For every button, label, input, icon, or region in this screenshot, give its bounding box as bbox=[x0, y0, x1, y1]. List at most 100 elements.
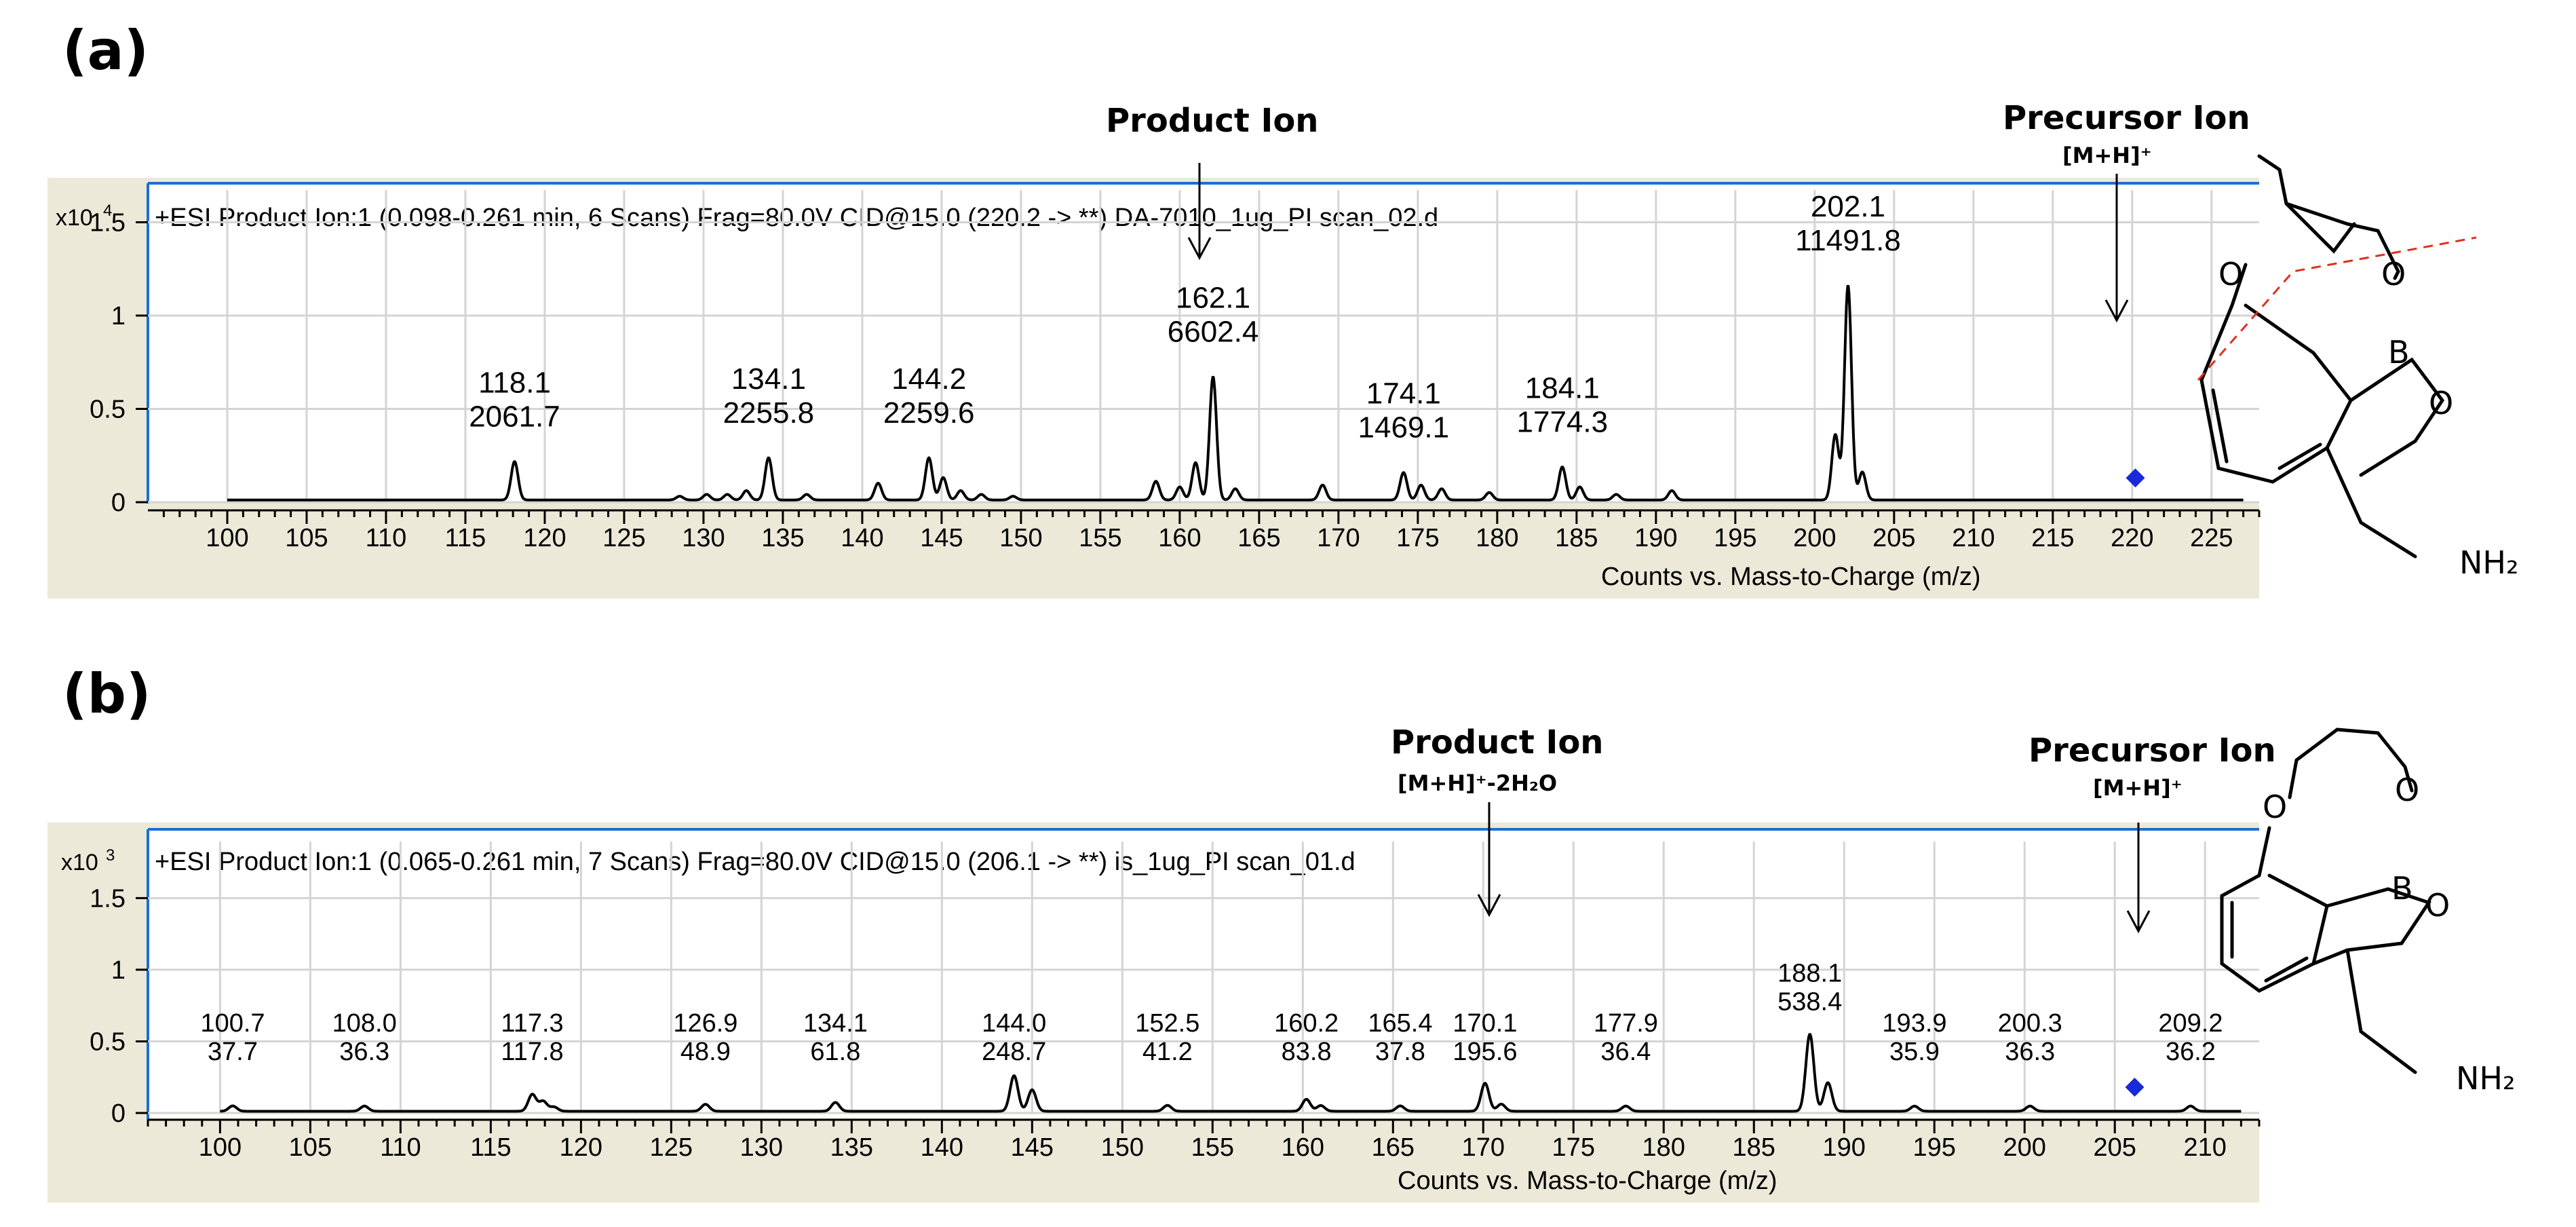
peak-count-label: 2259.6 bbox=[883, 396, 975, 430]
x-tick-label: 185 bbox=[1733, 1133, 1775, 1162]
peak-count-label: 48.9 bbox=[680, 1038, 731, 1066]
panel-b-structure: O O B O NH₂ bbox=[2220, 728, 2515, 1097]
peak-mz-label: 118.1 bbox=[478, 366, 551, 399]
peak-mz-label: 134.1 bbox=[731, 362, 806, 396]
x-tick-label: 175 bbox=[1552, 1133, 1595, 1162]
x-tick-label: 175 bbox=[1396, 524, 1439, 552]
panel-a-precursor-ion-arrowhead bbox=[2104, 299, 2129, 323]
x-tick-label: 100 bbox=[206, 524, 248, 552]
y-tick-label: 0 bbox=[111, 489, 126, 517]
peak-mz-label: 126.9 bbox=[673, 1009, 737, 1038]
x-tick-label: 190 bbox=[1634, 524, 1677, 552]
peak-count-label: 61.8 bbox=[810, 1038, 860, 1066]
x-tick-label: 210 bbox=[2184, 1133, 2227, 1162]
panel-a-precursor-ion-title: Precursor Ion bbox=[2003, 99, 2250, 137]
x-tick-label: 150 bbox=[1101, 1133, 1144, 1162]
x-tick-label: 105 bbox=[285, 524, 328, 552]
panel-a-structure: O O B O NH₂ bbox=[2197, 154, 2518, 581]
peak-count-label: 37.7 bbox=[208, 1038, 258, 1066]
peak-count-label: 37.8 bbox=[1375, 1038, 1425, 1066]
panel-b-structure-o2: O bbox=[2395, 772, 2419, 808]
peak-mz-label: 144.0 bbox=[982, 1009, 1046, 1038]
x-tick-label: 160 bbox=[1282, 1133, 1324, 1162]
panel-b-product-ion-arrowhead bbox=[1477, 894, 1501, 918]
x-tick-label: 130 bbox=[740, 1133, 783, 1162]
panel-a-plot-area bbox=[148, 183, 2259, 502]
peak-mz-label: 174.1 bbox=[1366, 377, 1441, 411]
panel-a-structure-nh2: NH₂ bbox=[2459, 544, 2518, 581]
x-tick-label: 195 bbox=[1714, 524, 1756, 552]
panel-b-structure-o1: O bbox=[2263, 789, 2287, 825]
panel-b: (b) x10 3 +ESI Product Ion:1 (0.065-0.26… bbox=[47, 662, 2515, 1203]
panel-b-precursor-marker bbox=[2125, 1078, 2145, 1097]
peak-count-label: 36.4 bbox=[1600, 1038, 1651, 1066]
peak-count-label: 36.3 bbox=[339, 1038, 389, 1066]
panel-b-scale-exp: 3 bbox=[106, 846, 115, 865]
panel-b-plot-area bbox=[148, 829, 2259, 1118]
x-tick-label: 210 bbox=[1952, 524, 1995, 552]
x-tick-label: 120 bbox=[523, 524, 566, 552]
x-tick-label: 135 bbox=[830, 1133, 873, 1162]
panel-b-spectrum-trace bbox=[219, 1033, 2242, 1113]
x-tick-label: 205 bbox=[2094, 1133, 2136, 1162]
x-tick-label: 100 bbox=[199, 1133, 242, 1162]
panel-b-structure-nh2: NH₂ bbox=[2456, 1060, 2515, 1097]
panel-a-structure-o1: O bbox=[2218, 256, 2243, 292]
x-tick-label: 195 bbox=[1913, 1133, 1956, 1162]
x-tick-label: 145 bbox=[1011, 1133, 1054, 1162]
peak-mz-label: 108.0 bbox=[332, 1009, 397, 1038]
y-tick-label: 1.5 bbox=[90, 884, 126, 913]
peak-count-label: 35.9 bbox=[1889, 1038, 1940, 1066]
x-tick-label: 110 bbox=[380, 1133, 421, 1162]
x-tick-label: 220 bbox=[2111, 524, 2153, 552]
peak-count-label: 248.7 bbox=[982, 1038, 1046, 1066]
panel-b-structure-b: B bbox=[2391, 870, 2413, 907]
panel-a-scale-exp: 4 bbox=[103, 202, 112, 220]
x-tick-label: 130 bbox=[682, 524, 725, 552]
y-tick-label: 1.5 bbox=[90, 209, 126, 238]
x-tick-label: 150 bbox=[999, 524, 1042, 552]
y-tick-label: 1 bbox=[111, 956, 126, 985]
panel-a-precursor-ion-sub: [M+H]⁺ bbox=[2062, 143, 2152, 168]
y-tick-label: 0 bbox=[111, 1099, 126, 1128]
x-tick-label: 105 bbox=[289, 1133, 332, 1162]
peak-count-label: 11491.8 bbox=[1795, 224, 1901, 257]
panel-a-scale: x10 bbox=[56, 205, 93, 231]
peak-mz-label: 144.2 bbox=[891, 362, 966, 396]
y-tick-label: 1 bbox=[111, 302, 126, 331]
panel-b-precursor-ion-arrowhead bbox=[2126, 910, 2151, 934]
x-tick-label: 135 bbox=[761, 524, 804, 552]
y-tick-label: 0.5 bbox=[90, 1027, 126, 1056]
peak-mz-label: 152.5 bbox=[1135, 1009, 1199, 1038]
peak-count-label: 1774.3 bbox=[1517, 405, 1609, 438]
x-tick-label: 165 bbox=[1372, 1133, 1415, 1162]
x-tick-label: 110 bbox=[366, 524, 407, 552]
panel-b-peak-labels: 100.737.7108.036.3117.3117.8126.948.9134… bbox=[200, 959, 2223, 1066]
peak-count-label: 83.8 bbox=[1282, 1038, 1332, 1066]
peak-mz-label: 170.1 bbox=[1453, 1009, 1517, 1038]
panel-a-x-axis: 100 105 110 115 120 125 130 135 140 145 150 155 160 1… bbox=[148, 509, 2261, 552]
x-tick-label: 170 bbox=[1462, 1133, 1505, 1162]
peak-count-label: 6602.4 bbox=[1168, 316, 1259, 349]
peak-mz-label: 117.3 bbox=[501, 1009, 563, 1038]
panel-a-product-ion-title: Product Ion bbox=[1106, 102, 1318, 140]
panel-a-grid bbox=[148, 190, 2259, 504]
y-tick-label: 0.5 bbox=[90, 396, 126, 424]
panel-a-label: (a) bbox=[62, 19, 149, 82]
panel-b-precursor-ion-sub: [M+H]⁺ bbox=[2093, 775, 2183, 801]
peak-count-label: 117.8 bbox=[501, 1038, 563, 1066]
peak-mz-label: 188.1 bbox=[1777, 959, 1842, 987]
panel-b-x-label: Counts vs. Mass-to-Charge (m/z) bbox=[1398, 1167, 1777, 1195]
peak-count-label: 538.4 bbox=[1777, 987, 1842, 1016]
peak-mz-label: 193.9 bbox=[1882, 1009, 1946, 1038]
panel-b-structure-o3: O bbox=[2425, 887, 2450, 924]
x-tick-label: 180 bbox=[1476, 524, 1518, 552]
panel-b-label: (b) bbox=[62, 662, 151, 725]
panel-b-y-axis: 0 0.5 1 1.5 bbox=[90, 884, 148, 1128]
peak-mz-label: 200.3 bbox=[1998, 1009, 2062, 1038]
peak-mz-label: 165.4 bbox=[1368, 1009, 1432, 1038]
peak-mz-label: 100.7 bbox=[200, 1009, 265, 1038]
x-tick-label: 170 bbox=[1317, 524, 1360, 552]
panel-a-precursor-marker bbox=[2126, 468, 2145, 488]
